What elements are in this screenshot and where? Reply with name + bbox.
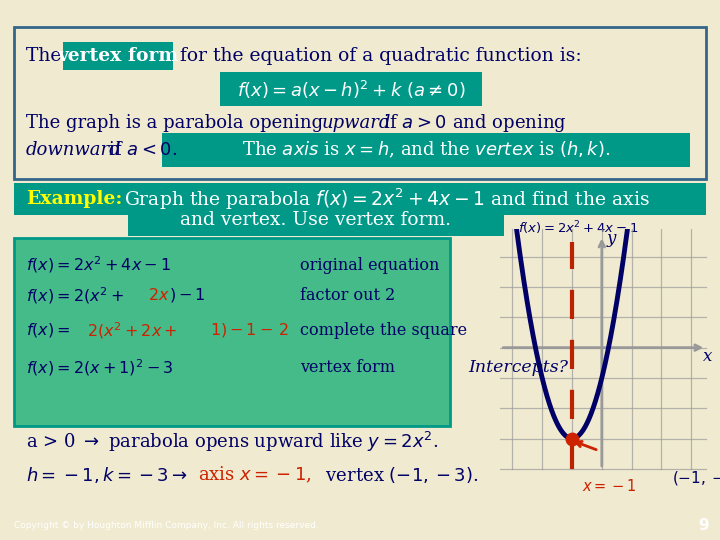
Text: $x = -1$: $x = -1$ (582, 478, 636, 494)
Text: $f(x) = 2x^2 + 4x - 1$: $f(x) = 2x^2 + 4x - 1$ (26, 255, 171, 275)
Text: $) - 1$: $) - 1$ (169, 286, 206, 304)
FancyBboxPatch shape (14, 238, 450, 426)
Text: $(-1, -3)$: $(-1, -3)$ (672, 469, 720, 487)
Text: factor out 2: factor out 2 (300, 287, 395, 303)
Text: original equation: original equation (300, 256, 439, 274)
Text: a > 0 $\rightarrow$ parabola opens upward like $y = 2x^2$.: a > 0 $\rightarrow$ parabola opens upwar… (26, 430, 438, 454)
FancyBboxPatch shape (14, 183, 706, 215)
Text: $2$: $2$ (278, 322, 289, 339)
Text: The: The (26, 47, 68, 65)
Text: downward: downward (26, 141, 122, 159)
Text: 9: 9 (698, 518, 709, 532)
Text: vertex form: vertex form (300, 359, 395, 376)
Text: axis $x = -1$,: axis $x = -1$, (198, 465, 312, 485)
Text: Graph the parabola $f(x) = 2x^2 + 4x - 1$ and find the axis: Graph the parabola $f(x) = 2x^2 + 4x - 1… (124, 186, 650, 212)
Text: $) - 1 - $: $) - 1 - $ (220, 321, 273, 339)
FancyBboxPatch shape (220, 72, 482, 106)
Text: $h = -1, k = -3 \rightarrow$: $h = -1, k = -3 \rightarrow$ (26, 465, 198, 485)
Text: for the equation of a quadratic function is:: for the equation of a quadratic function… (174, 47, 582, 65)
Text: $f(x) = 2x^2 + 4x - 1$: $f(x) = 2x^2 + 4x - 1$ (518, 219, 638, 237)
Text: vertex $(-1, -3)$.: vertex $(-1, -3)$. (320, 465, 478, 485)
Text: $f(x) = $: $f(x) = $ (26, 321, 71, 339)
Text: if $a < 0$.: if $a < 0$. (103, 141, 178, 159)
Text: The graph is a parabola opening: The graph is a parabola opening (26, 114, 329, 132)
FancyBboxPatch shape (162, 133, 690, 167)
FancyBboxPatch shape (63, 42, 173, 70)
FancyBboxPatch shape (14, 27, 706, 179)
Text: Example:: Example: (26, 190, 122, 208)
Text: $f(x) = 2(x^2 + $: $f(x) = 2(x^2 + $ (26, 285, 125, 306)
Text: if $a > 0$ and opening: if $a > 0$ and opening (378, 112, 567, 134)
Text: vertex form: vertex form (58, 47, 179, 65)
Text: upward: upward (322, 114, 392, 132)
Text: $f(x) = 2(x + 1)^2 - 3$: $f(x) = 2(x + 1)^2 - 3$ (26, 357, 174, 377)
Text: $2(x^2 + 2x + $: $2(x^2 + 2x + $ (87, 320, 177, 341)
FancyBboxPatch shape (128, 204, 504, 236)
Text: x: x (703, 348, 713, 365)
Text: The $axis$ is $x = h$, and the $vertex$ is $(h, k)$.: The $axis$ is $x = h$, and the $vertex$ … (242, 140, 611, 160)
Text: complete the square: complete the square (300, 322, 467, 339)
Text: $f(x) = a(x - h)^2 + k \ (a \neq 0)$: $f(x) = a(x - h)^2 + k \ (a \neq 0)$ (237, 79, 465, 101)
Text: y: y (606, 230, 616, 247)
Text: $2x$: $2x$ (148, 287, 170, 303)
Text: and vertex. Use vertex form.: and vertex. Use vertex form. (181, 211, 451, 229)
Text: $1$: $1$ (210, 322, 221, 339)
Text: Copyright © by Houghton Mifflin Company, Inc. All rights reserved.: Copyright © by Houghton Mifflin Company,… (14, 521, 319, 530)
Text: Intercepts?: Intercepts? (468, 359, 568, 376)
